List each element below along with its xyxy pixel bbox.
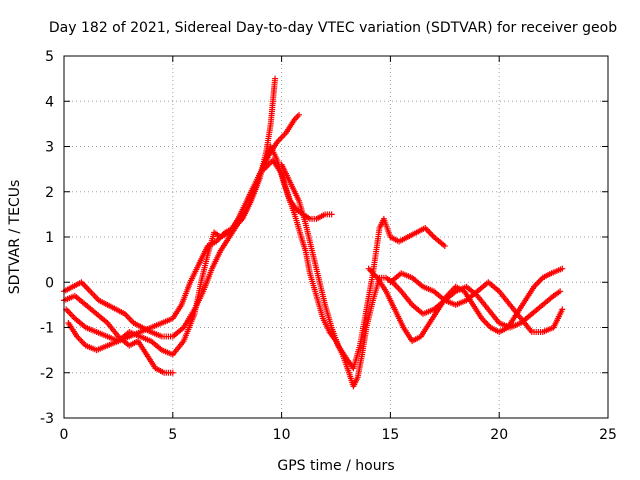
chart-title: Day 182 of 2021, Sidereal Day-to-day VTE…	[49, 20, 617, 36]
y-tick-label: 2	[45, 185, 54, 201]
y-tick-label: 4	[45, 94, 54, 110]
series-track-4	[65, 111, 303, 358]
data-point	[441, 243, 448, 250]
x-tick-label: 15	[381, 427, 399, 443]
data-point	[296, 111, 303, 118]
series-track-2	[63, 75, 279, 345]
y-tick-label: 5	[45, 49, 54, 65]
y-tick-label: -2	[40, 366, 54, 382]
y-tick-label: 0	[45, 275, 54, 291]
x-tick-label: 20	[490, 427, 508, 443]
data-series	[61, 75, 566, 390]
x-axis-label: GPS time / hours	[277, 458, 394, 474]
grid	[64, 56, 608, 418]
y-tick-label: 1	[45, 230, 54, 246]
data-point	[559, 265, 566, 272]
series-track-6	[278, 161, 448, 372]
x-tick-label: 25	[599, 427, 617, 443]
data-point	[169, 369, 176, 376]
x-tick-label: 0	[60, 427, 69, 443]
axis-ticks: 0 5 10 15 20 25 -3 -2 -1 0 1 2 3 4 5	[40, 49, 617, 443]
series-track-3	[61, 292, 176, 376]
y-tick-label: -1	[40, 321, 54, 337]
data-point	[272, 75, 279, 82]
y-tick-label: 3	[45, 140, 54, 156]
y-tick-label: -3	[40, 411, 54, 427]
series-track-8	[387, 270, 566, 336]
y-axis-label: SDTVAR / TECUs	[7, 180, 23, 295]
data-point	[328, 211, 335, 218]
x-tick-label: 10	[273, 427, 291, 443]
data-point	[559, 306, 566, 313]
x-tick-label: 5	[168, 427, 177, 443]
data-point	[557, 288, 564, 295]
